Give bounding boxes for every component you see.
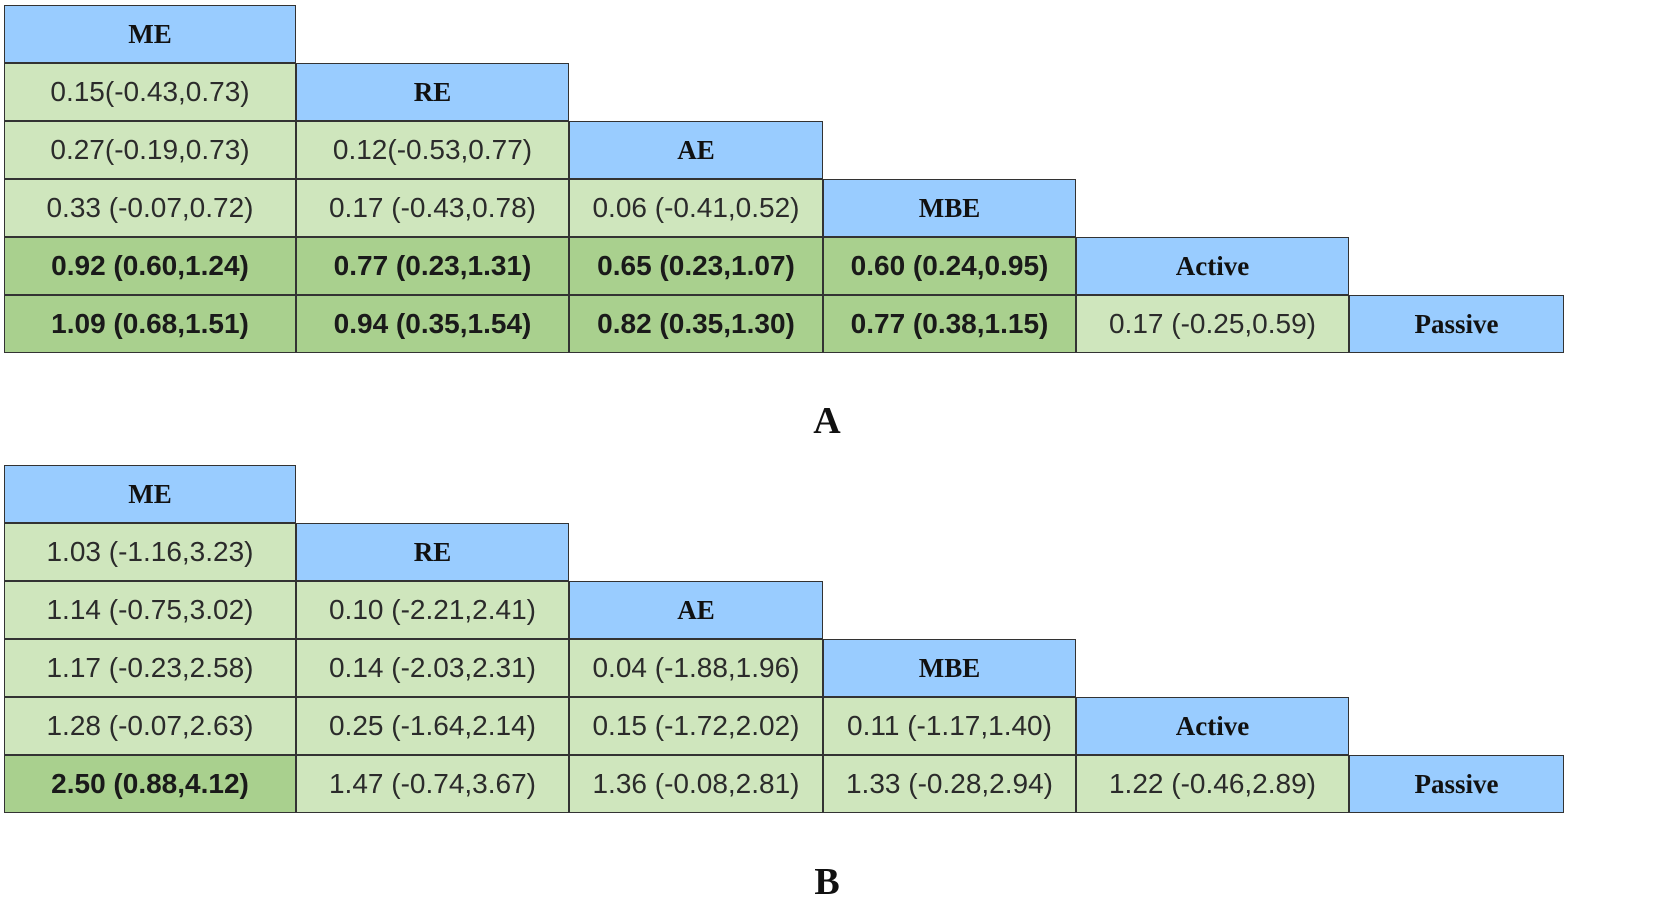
comparison-cell: 0.15 (-1.72,2.02) bbox=[569, 697, 823, 755]
comparison-cell: 0.12(-0.53,0.77) bbox=[296, 121, 569, 179]
comparison-cell: 1.17 (-0.23,2.58) bbox=[4, 639, 296, 697]
treatment-header-active: Active bbox=[1076, 697, 1349, 755]
league-table-b: ME RE 1.03 (-1.16,3.23) AE 1.14 (-0.75,3.02)… bbox=[4, 465, 1652, 817]
comparison-cell: 1.47 (-0.74,3.67) bbox=[296, 755, 569, 813]
comparison-cell: 0.17 (-0.43,0.78) bbox=[296, 179, 569, 237]
comparison-cell: 0.60 (0.24,0.95) bbox=[823, 237, 1076, 295]
comparison-cell: 0.77 (0.38,1.15) bbox=[823, 295, 1076, 353]
comparison-cell: 2.50 (0.88,4.12) bbox=[4, 755, 296, 813]
comparison-cell: 0.94 (0.35,1.54) bbox=[296, 295, 569, 353]
treatment-header-passive: Passive bbox=[1349, 755, 1564, 813]
comparison-cell: 0.11 (-1.17,1.40) bbox=[823, 697, 1076, 755]
treatment-header-passive: Passive bbox=[1349, 295, 1564, 353]
treatment-header-me: ME bbox=[4, 5, 296, 63]
comparison-cell: 0.14 (-2.03,2.31) bbox=[296, 639, 569, 697]
treatment-header-ae: AE bbox=[569, 121, 823, 179]
treatment-header-re: RE bbox=[296, 523, 569, 581]
comparison-cell: 1.28 (-0.07,2.63) bbox=[4, 697, 296, 755]
treatment-header-ae: AE bbox=[569, 581, 823, 639]
panel-label-b: B bbox=[814, 861, 840, 903]
treatment-header-mbe: MBE bbox=[823, 639, 1076, 697]
treatment-header-re: RE bbox=[296, 63, 569, 121]
comparison-cell: 1.22 (-0.46,2.89) bbox=[1076, 755, 1349, 813]
comparison-cell: 0.06 (-0.41,0.52) bbox=[569, 179, 823, 237]
treatment-header-active: Active bbox=[1076, 237, 1349, 295]
comparison-cell: 0.82 (0.35,1.30) bbox=[569, 295, 823, 353]
panel-label-a: A bbox=[813, 400, 841, 442]
comparison-cell: 0.15(-0.43,0.73) bbox=[4, 63, 296, 121]
comparison-cell: 0.33 (-0.07,0.72) bbox=[4, 179, 296, 237]
comparison-cell: 0.04 (-1.88,1.96) bbox=[569, 639, 823, 697]
comparison-cell: 1.36 (-0.08,2.81) bbox=[569, 755, 823, 813]
comparison-cell: 0.17 (-0.25,0.59) bbox=[1076, 295, 1349, 353]
treatment-header-mbe: MBE bbox=[823, 179, 1076, 237]
comparison-cell: 0.77 (0.23,1.31) bbox=[296, 237, 569, 295]
comparison-cell: 1.33 (-0.28,2.94) bbox=[823, 755, 1076, 813]
comparison-cell: 0.27(-0.19,0.73) bbox=[4, 121, 296, 179]
comparison-cell: 1.03 (-1.16,3.23) bbox=[4, 523, 296, 581]
comparison-cell: 1.14 (-0.75,3.02) bbox=[4, 581, 296, 639]
comparison-cell: 0.92 (0.60,1.24) bbox=[4, 237, 296, 295]
comparison-cell: 0.25 (-1.64,2.14) bbox=[296, 697, 569, 755]
comparison-cell: 1.09 (0.68,1.51) bbox=[4, 295, 296, 353]
league-table-a: ME RE 0.15(-0.43,0.73) AE 0.27(-0.19,0.73) 0.… bbox=[4, 5, 1652, 357]
comparison-cell: 0.10 (-2.21,2.41) bbox=[296, 581, 569, 639]
treatment-header-me: ME bbox=[4, 465, 296, 523]
comparison-cell: 0.65 (0.23,1.07) bbox=[569, 237, 823, 295]
